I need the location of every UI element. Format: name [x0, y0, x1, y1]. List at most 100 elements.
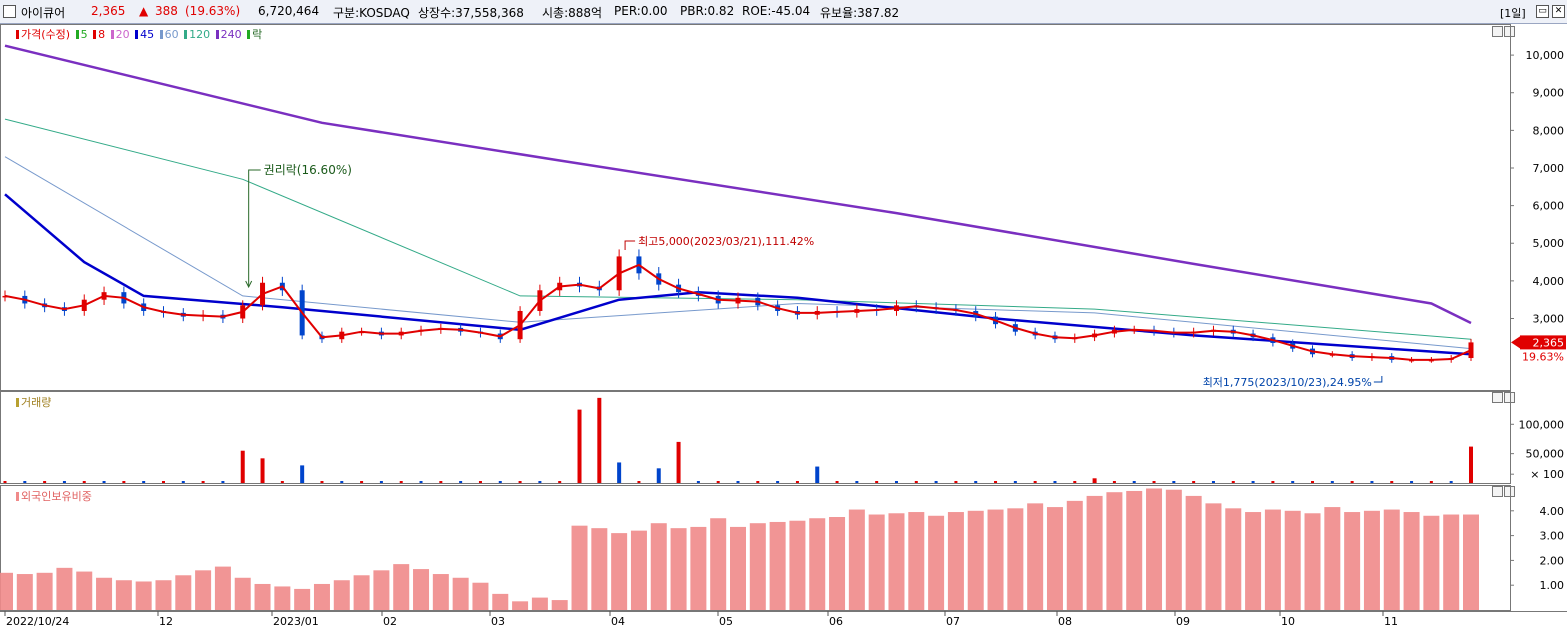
volume-bar	[260, 458, 265, 483]
foreign-bar	[274, 586, 291, 610]
foreign-bar	[1363, 510, 1380, 610]
volume-bar	[1132, 481, 1136, 483]
ma8-label: 8	[98, 28, 106, 41]
roe-value: ROE:-45.04	[742, 4, 811, 18]
volume-bar	[62, 481, 66, 483]
foreign-bar	[650, 523, 667, 610]
x-tick-label: 07	[946, 615, 960, 628]
foreign-bar	[76, 571, 93, 610]
volume-bar	[221, 481, 225, 483]
volume-bar	[577, 409, 582, 483]
foreign-bar	[0, 572, 13, 610]
price-legend: 가격(수정) 5 8 20 45 60 120 240 락	[16, 26, 264, 42]
volume-bar	[320, 481, 324, 483]
foreign-bar	[1165, 489, 1182, 610]
volume-bar	[756, 481, 760, 483]
foreign-legend-label: 외국인보유비중	[21, 490, 92, 503]
volume-bar	[360, 481, 364, 483]
volume-bar	[776, 481, 780, 483]
volume-bar	[914, 481, 918, 483]
select-checkbox[interactable]	[3, 5, 16, 18]
volume-bar	[280, 481, 284, 483]
foreign-pane-minimize-button[interactable]	[1492, 486, 1503, 497]
volume-bar	[161, 481, 165, 483]
volume-bar	[656, 468, 661, 483]
volume-y-tick-label: × 100	[1530, 468, 1564, 481]
volume-bar	[934, 481, 938, 483]
close-icon[interactable]: ✕	[1552, 5, 1565, 18]
x-tick-label: 04	[611, 615, 625, 628]
foreign-bar	[512, 601, 529, 610]
x-tick-label: 2022/10/24	[6, 615, 69, 628]
period-selector[interactable]: [1일]	[1500, 7, 1526, 20]
foreign-bar	[1423, 515, 1440, 610]
volume-legend-label: 거래량	[21, 396, 52, 409]
foreign-bar	[175, 575, 192, 610]
volume-bar	[439, 481, 443, 483]
volume-bar	[1013, 481, 1017, 483]
volume-bar	[419, 481, 423, 483]
volume-bar	[815, 466, 820, 483]
price-y-tick-label: 6,000	[1533, 200, 1565, 213]
price-pane-minimize-button[interactable]	[1492, 26, 1503, 37]
foreign-bar	[96, 577, 113, 610]
volume-y-tick-label: 100,000	[1519, 418, 1565, 431]
volume-legend: 거래량	[16, 394, 53, 410]
trade-volume: 6,720,464	[258, 4, 320, 18]
foreign-bar	[630, 530, 647, 610]
foreign-bar	[551, 600, 568, 610]
volume-bar	[300, 465, 305, 483]
foreign-bar	[413, 569, 430, 610]
volume-bar	[478, 481, 482, 483]
volume-bar	[1291, 481, 1295, 483]
volume-bar	[954, 481, 958, 483]
rights-annotation: 권리락(16.60%)	[264, 163, 352, 177]
price-y-tick-label: 3,000	[1533, 313, 1565, 326]
foreign-pane-close-button[interactable]	[1504, 486, 1515, 497]
volume-bar	[23, 481, 27, 483]
foreign-legend-swatch	[16, 492, 19, 501]
foreign-bar	[809, 518, 826, 610]
foreign-bar	[1205, 503, 1222, 610]
foreign-bar	[1403, 512, 1420, 610]
volume-pane-close-button[interactable]	[1504, 392, 1515, 403]
foreign-bar	[1086, 495, 1103, 610]
volume-bar	[1033, 481, 1037, 483]
volume-bar	[1390, 481, 1394, 483]
foreign-bar	[1007, 508, 1024, 610]
ma120-line	[4, 118, 1472, 340]
ma20-swatch	[110, 30, 114, 39]
stock-chart[interactable]: 3,000 4,000 5,000 6,000 7,000 8,000 9,000 10,00…	[0, 24, 1567, 630]
foreign-bar	[254, 583, 271, 610]
foreign-bar	[868, 514, 885, 610]
foreign-bar	[1284, 510, 1301, 610]
volume-bar	[875, 481, 879, 483]
volume-bar	[676, 441, 681, 483]
foreign-bar	[769, 521, 786, 610]
foreign-bar	[1344, 512, 1361, 610]
x-tick-label: 11	[1384, 615, 1398, 628]
foreign-bar	[432, 574, 449, 610]
price-pane-close-button[interactable]	[1504, 26, 1515, 37]
last-price-pointer-icon	[1511, 336, 1520, 349]
volume-bar	[498, 481, 502, 483]
volume-bar	[340, 481, 344, 483]
market-cap: 시총:888억	[542, 6, 603, 20]
volume-y-tick-label: 50,000	[1526, 448, 1565, 461]
x-tick-label: 05	[719, 615, 733, 628]
restore-icon[interactable]: ▭	[1536, 5, 1549, 18]
foreign-bar	[313, 583, 330, 610]
volume-bar	[1092, 478, 1097, 483]
x-tick-label: 09	[1176, 615, 1190, 628]
up-arrow-icon: ▲	[139, 4, 149, 18]
ma45-line	[4, 193, 1472, 356]
foreign-bar	[36, 572, 53, 610]
price-legend-label: 가격(수정)	[21, 28, 71, 41]
foreign-bar	[353, 575, 370, 610]
foreign-bar	[928, 515, 945, 610]
ma20-label: 20	[115, 28, 130, 41]
volume-pane-minimize-button[interactable]	[1492, 392, 1503, 403]
volume-bar	[1172, 481, 1176, 483]
ma8-swatch	[93, 30, 97, 39]
high-annotation-leader	[624, 240, 636, 250]
